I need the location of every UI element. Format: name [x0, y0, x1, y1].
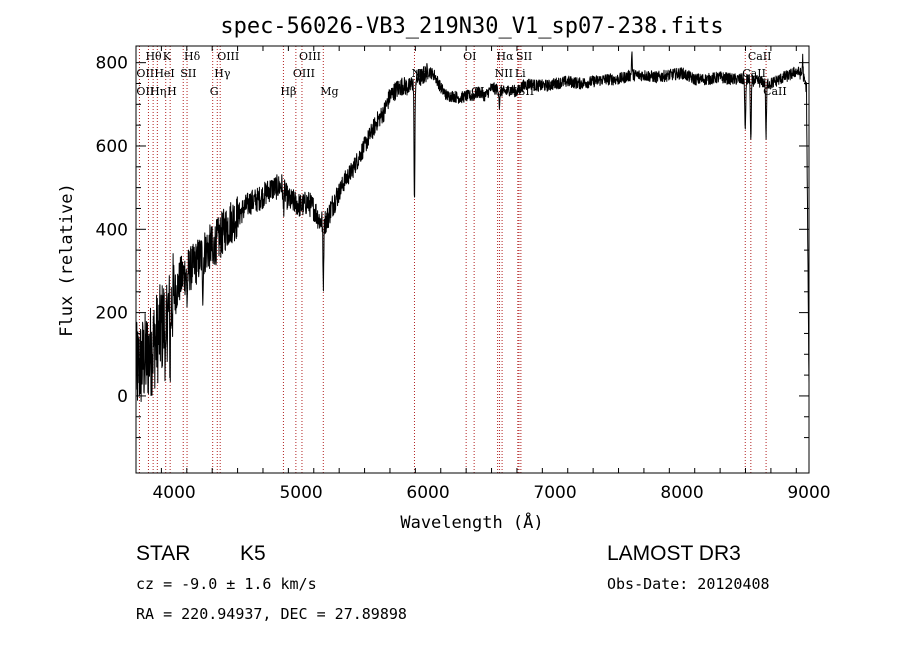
spectrum-line [135, 51, 810, 402]
line-marker-label: SII [516, 50, 532, 63]
line-marker-label: OII [136, 67, 154, 80]
line-marker-label: Li [515, 67, 526, 80]
chart-title: spec-56026-VB3_219N30_V1_sp07-238.fits [220, 14, 723, 39]
line-marker-label: K [163, 50, 172, 63]
x-tick-label: 9000 [787, 483, 830, 503]
line-marker-label: HeI [154, 67, 174, 80]
y-axis-label: Flux (relative) [57, 183, 77, 337]
redshift-cz: cz = -9.0 ± 1.6 km/s [136, 575, 317, 593]
line-marker-label: Hθ [145, 50, 162, 63]
y-tick-label: 200 [96, 304, 128, 324]
y-tick-label: 600 [96, 137, 128, 157]
y-tick-label: 0 [117, 387, 128, 407]
x-tick-label: 4000 [152, 483, 195, 503]
x-axis-ticks: 4000 5000 6000 7000 8000 9000 [135, 46, 831, 503]
y-tick-label: 400 [96, 220, 128, 240]
survey-name: LAMOST DR3 [607, 542, 741, 565]
plot-frame [135, 45, 810, 474]
line-markers [138, 46, 767, 473]
line-marker-label: Hη [150, 85, 166, 98]
line-marker-label: CaII [748, 50, 772, 63]
line-marker-label: G [210, 85, 219, 98]
line-marker-label: Hδ [184, 50, 201, 63]
x-tick-label: 7000 [533, 483, 576, 503]
line-marker-labels: HθOIIOIIHηHeIKHSIIHδGHγOIIIHβOIIIOIIIMgN… [136, 50, 786, 98]
line-marker-label: Hγ [214, 67, 231, 80]
y-tick-label: 800 [96, 54, 128, 74]
coordinates: RA = 220.94937, DEC = 27.89898 [136, 605, 407, 623]
x-tick-label: 6000 [406, 483, 449, 503]
line-marker-label: OIII [293, 67, 315, 80]
observation-date: Obs-Date: 20120408 [607, 575, 770, 593]
line-marker-label: OI [463, 50, 476, 63]
line-marker-label: OII [136, 85, 154, 98]
line-marker-label: SII [180, 67, 196, 80]
x-tick-label: 5000 [279, 483, 322, 503]
line-marker-label: OIII [217, 50, 239, 63]
x-axis-label: Wavelength (Å) [400, 511, 543, 533]
line-marker-label: Mg [320, 85, 338, 98]
object-subclass: K5 [240, 542, 266, 565]
line-marker-label: H [167, 85, 177, 98]
y-axis-ticks: 0 200 400 600 800 [96, 54, 809, 439]
x-tick-label: 8000 [660, 483, 703, 503]
line-marker-label: NII [495, 67, 513, 80]
object-class: STAR [136, 542, 190, 565]
line-marker-label: OIII [299, 50, 321, 63]
line-marker-label: Hα [497, 50, 515, 63]
line-marker-label: Hβ [280, 85, 296, 98]
